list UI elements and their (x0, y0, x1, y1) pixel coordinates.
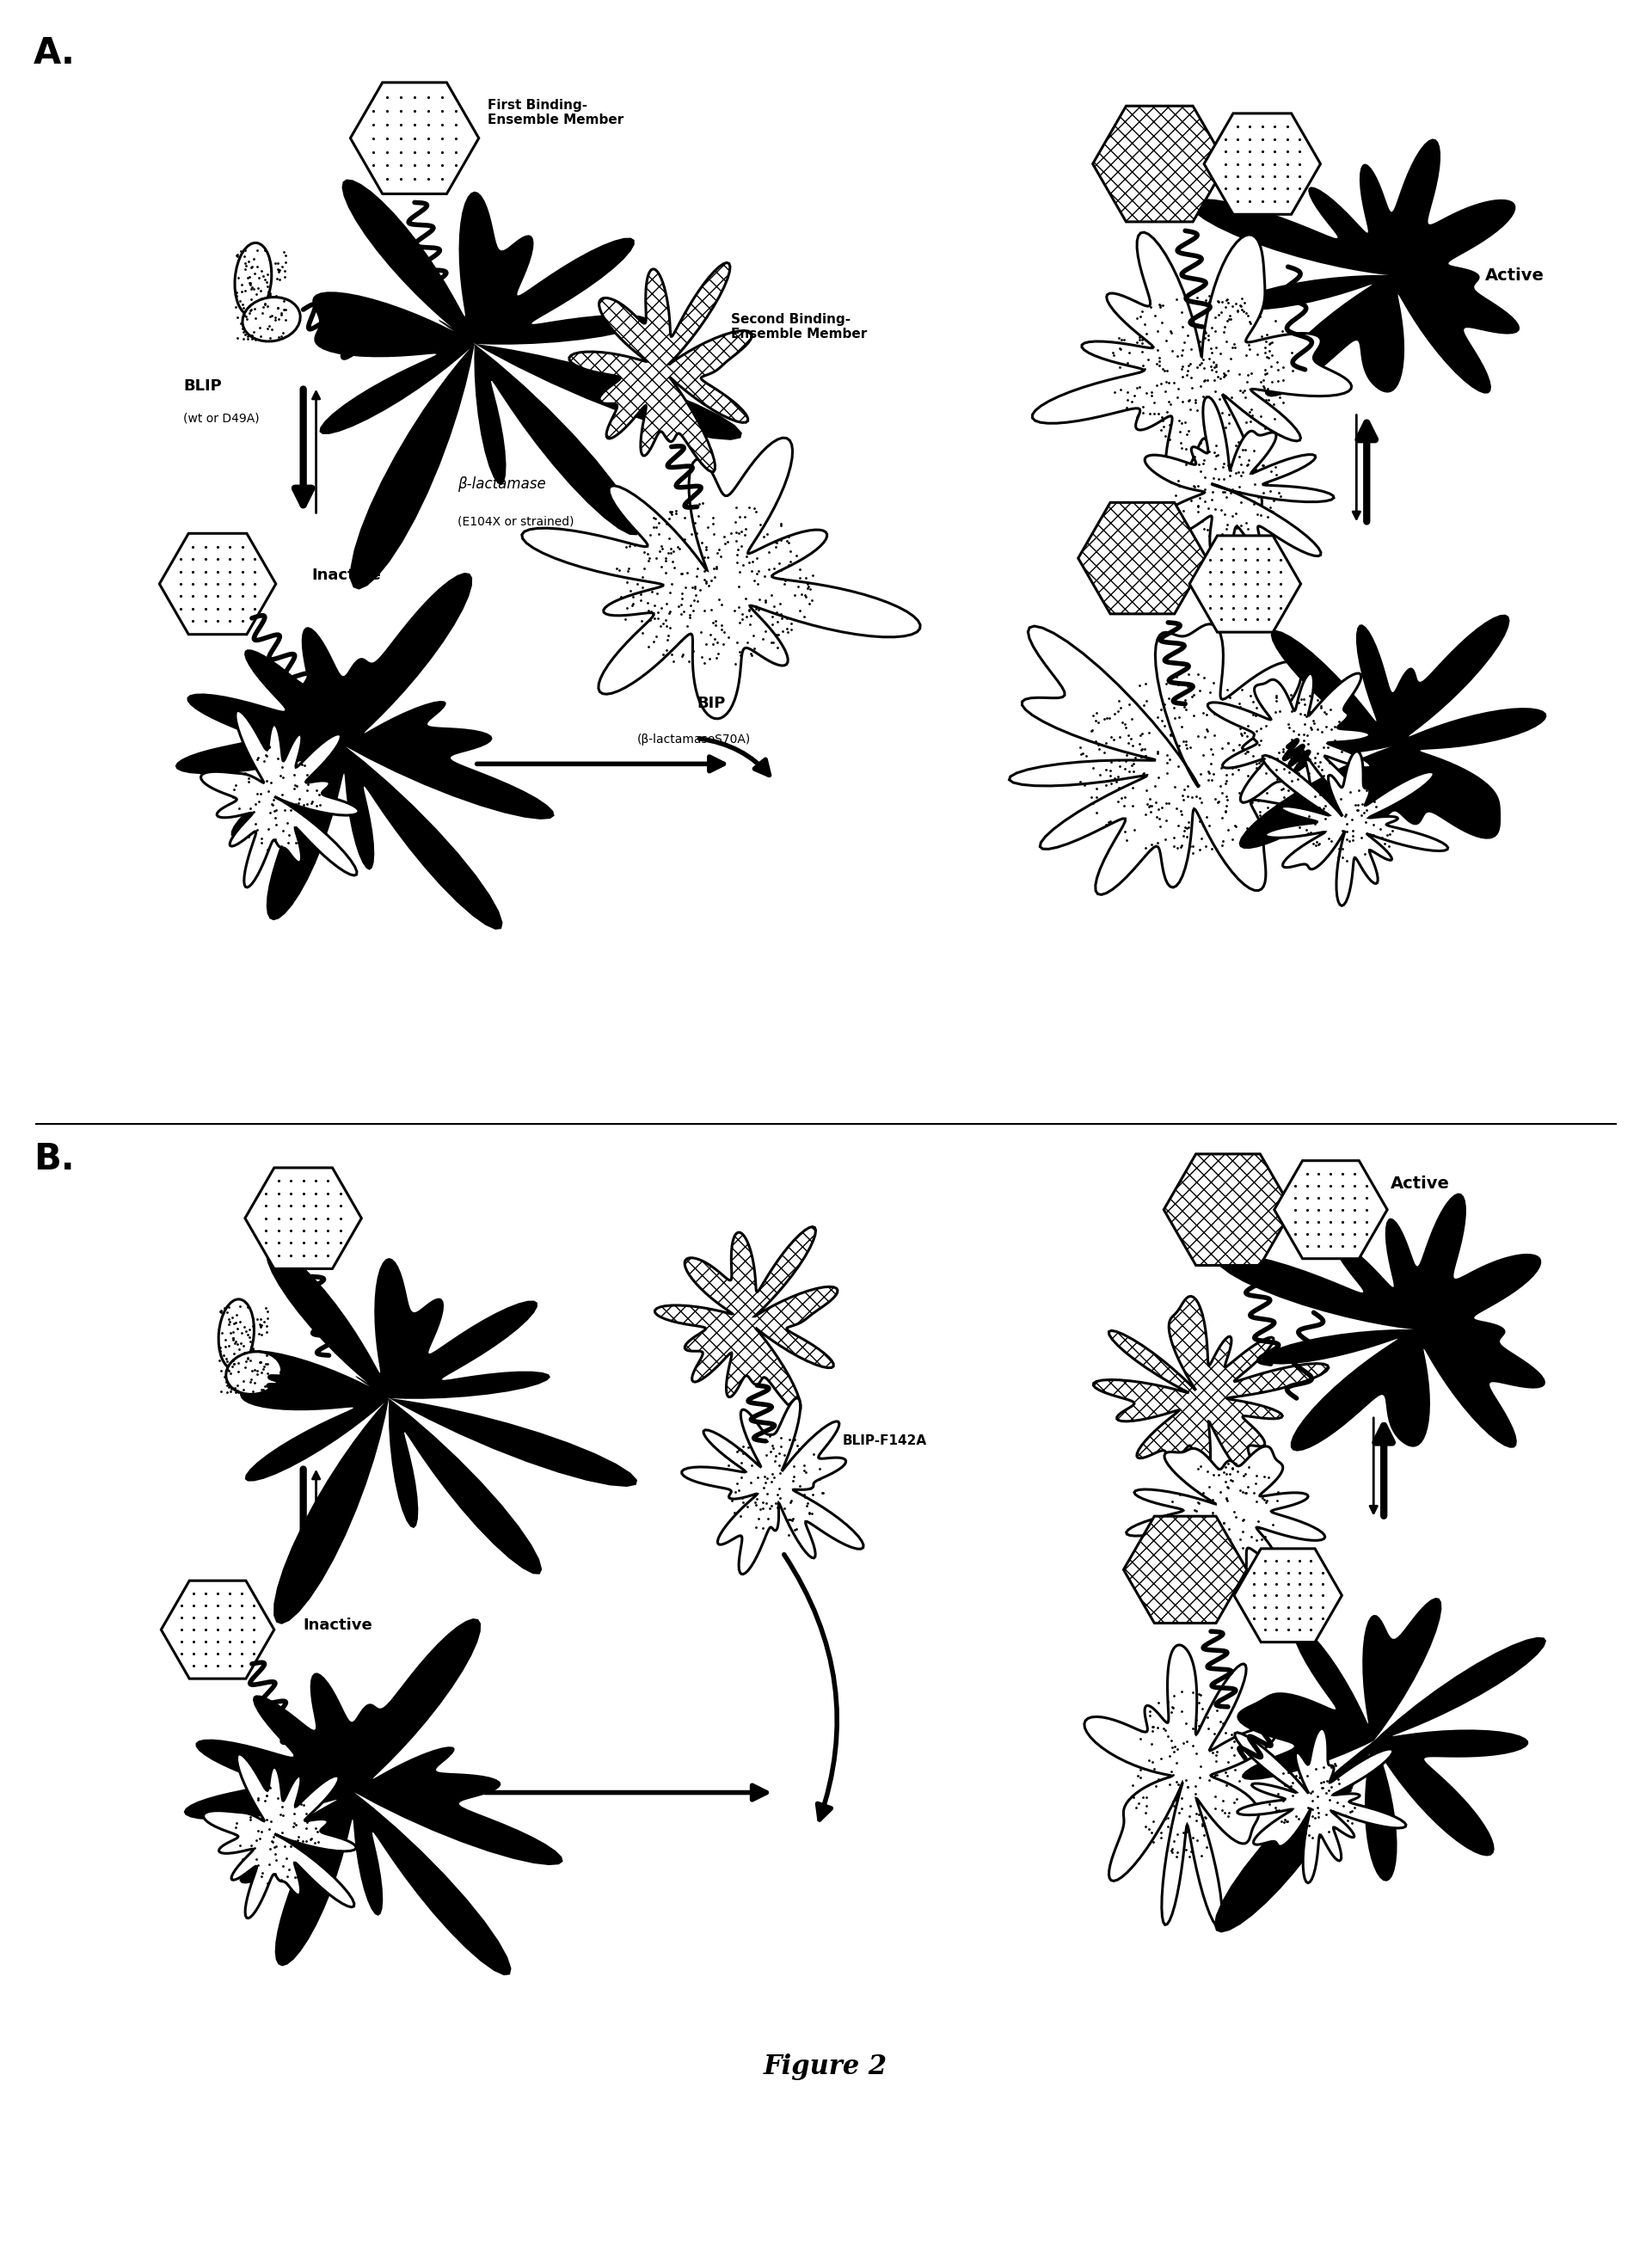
Polygon shape (654, 1227, 838, 1412)
Polygon shape (1123, 1516, 1247, 1624)
Polygon shape (1214, 1597, 1546, 1934)
Text: (wt or D49A): (wt or D49A) (183, 413, 259, 425)
Polygon shape (682, 1398, 864, 1575)
Polygon shape (1163, 1154, 1292, 1265)
Text: Second Binding-
Ensemble Member: Second Binding- Ensemble Member (732, 312, 867, 341)
Text: BLIP: BLIP (183, 377, 221, 393)
Text: B.: B. (33, 1141, 74, 1177)
Ellipse shape (235, 242, 271, 316)
Polygon shape (1127, 1446, 1325, 1588)
Polygon shape (1009, 623, 1365, 895)
Text: A.: A. (33, 36, 76, 72)
Polygon shape (312, 178, 742, 590)
Polygon shape (522, 438, 920, 718)
Polygon shape (1234, 1728, 1406, 1884)
Polygon shape (183, 1617, 563, 1974)
Polygon shape (238, 1247, 638, 1624)
Text: (β-lactamaseS70A): (β-lactamaseS70A) (638, 734, 752, 745)
Polygon shape (1092, 106, 1226, 221)
Polygon shape (1084, 1645, 1275, 1927)
Text: Figure 2: Figure 2 (763, 2053, 887, 2081)
Polygon shape (203, 1753, 355, 1918)
Polygon shape (175, 574, 555, 931)
Ellipse shape (243, 298, 301, 341)
Text: β-lactamase: β-lactamase (458, 477, 545, 492)
Ellipse shape (218, 1299, 254, 1369)
Polygon shape (1032, 233, 1351, 517)
Ellipse shape (226, 1351, 282, 1394)
Polygon shape (1274, 1161, 1388, 1258)
Polygon shape (1262, 752, 1447, 906)
Polygon shape (160, 533, 276, 635)
Text: First Binding-
Ensemble Member: First Binding- Ensemble Member (487, 99, 623, 127)
Polygon shape (202, 712, 358, 888)
Polygon shape (1216, 1193, 1545, 1450)
Text: BIP: BIP (697, 696, 725, 712)
Polygon shape (570, 262, 752, 472)
Polygon shape (350, 84, 479, 194)
Polygon shape (1208, 673, 1371, 818)
Text: Active: Active (1485, 267, 1545, 282)
Polygon shape (162, 1581, 274, 1678)
Text: Inactive: Inactive (304, 1617, 373, 1633)
Text: BLIP-F142A: BLIP-F142A (843, 1434, 927, 1448)
Polygon shape (1189, 138, 1520, 398)
Text: Inactive: Inactive (312, 567, 382, 583)
Polygon shape (1189, 535, 1300, 633)
Polygon shape (1239, 614, 1546, 849)
Polygon shape (244, 1168, 362, 1270)
Polygon shape (1204, 113, 1320, 215)
Polygon shape (1234, 1550, 1341, 1642)
Polygon shape (1094, 1297, 1328, 1491)
Text: (E104X or strained): (E104X or strained) (458, 515, 573, 526)
Polygon shape (1079, 501, 1206, 614)
Text: Active: Active (1391, 1175, 1450, 1193)
Polygon shape (1145, 398, 1333, 562)
